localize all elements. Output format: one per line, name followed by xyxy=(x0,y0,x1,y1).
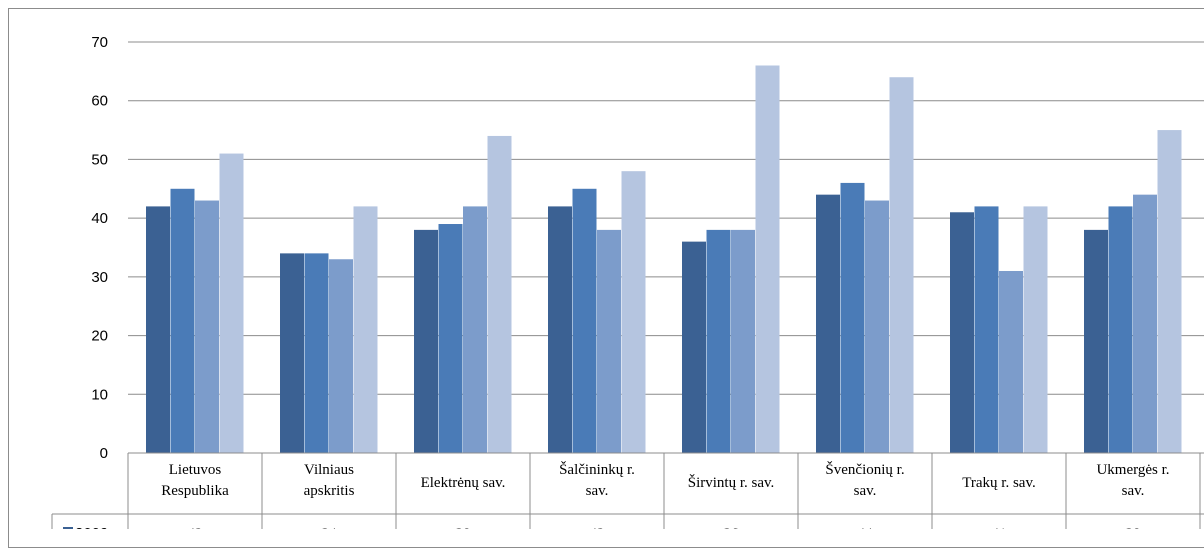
table-cell: 38 xyxy=(456,526,471,529)
bar xyxy=(974,206,999,453)
category-label: Širvintų r. sav. xyxy=(688,474,775,491)
table-cell: 38 xyxy=(1126,526,1141,529)
category-label: sav. xyxy=(854,483,877,499)
table-cell: 34 xyxy=(322,526,338,529)
bar xyxy=(572,188,597,454)
bar xyxy=(219,153,244,454)
bar xyxy=(170,188,195,454)
bar xyxy=(463,206,487,453)
bar-chart: 0 10 20 30 40 50 60 70 Lietuvos Respublika Vilnia… xyxy=(51,34,1204,529)
bar xyxy=(755,65,780,453)
bar xyxy=(706,229,731,453)
data-table: Lietuvos Respublika Vilniaus apskritis Elekt… xyxy=(51,452,1204,529)
bars xyxy=(146,65,1182,454)
table-cell: 44 xyxy=(858,526,874,529)
bar xyxy=(280,253,304,453)
category-label: Vilniaus xyxy=(304,462,354,478)
bar xyxy=(621,171,646,453)
bar xyxy=(1108,206,1133,453)
bar xyxy=(353,206,378,453)
bar xyxy=(1084,229,1108,453)
y-tick-label: 60 xyxy=(91,93,108,110)
table-cell: 41 xyxy=(992,526,1007,529)
bar xyxy=(1023,206,1048,453)
category-label: Švenčionių r. xyxy=(825,461,904,478)
y-tick-label: 70 xyxy=(91,34,108,51)
table-cell: 42 xyxy=(590,526,605,529)
y-tick-label: 0 xyxy=(100,445,108,462)
bar xyxy=(597,229,621,453)
bar xyxy=(865,200,889,453)
category-label: Respublika xyxy=(161,483,229,499)
bar xyxy=(195,200,219,453)
table-cell: 42 xyxy=(188,526,203,529)
bar xyxy=(548,206,572,453)
category-label: Lietuvos xyxy=(169,462,222,478)
category-label: sav. xyxy=(1122,483,1145,499)
category-label: Trakų r. sav. xyxy=(962,475,1035,491)
bar xyxy=(146,206,170,453)
y-tick-label: 20 xyxy=(91,328,108,345)
bar xyxy=(329,259,353,453)
category-label: Šalčininkų r. xyxy=(559,461,635,478)
bar xyxy=(304,253,329,453)
bar xyxy=(889,77,914,453)
bar xyxy=(487,135,512,453)
y-tick-label: 50 xyxy=(91,151,108,168)
bar xyxy=(438,224,463,453)
y-tick-label: 40 xyxy=(91,210,108,227)
bar xyxy=(816,194,840,453)
category-label: sav. xyxy=(586,483,609,499)
bar xyxy=(1157,130,1182,454)
legend-swatch xyxy=(63,527,73,529)
bar xyxy=(414,229,438,453)
category-label: apskritis xyxy=(304,483,355,499)
y-tick-label: 10 xyxy=(91,386,108,403)
bar xyxy=(999,270,1023,453)
legend-label: 2009 xyxy=(75,525,108,529)
bar xyxy=(682,241,706,453)
bar xyxy=(1133,194,1157,453)
bar xyxy=(840,182,865,453)
bar xyxy=(950,212,974,453)
y-axis-ticks: 0 10 20 30 40 50 60 70 xyxy=(91,34,108,462)
category-label: Elektrėnų sav. xyxy=(421,475,506,491)
table-cell: 36 xyxy=(724,526,740,529)
y-tick-label: 30 xyxy=(91,269,108,286)
category-label: Ukmergės r. xyxy=(1096,462,1169,478)
bar xyxy=(731,229,755,453)
